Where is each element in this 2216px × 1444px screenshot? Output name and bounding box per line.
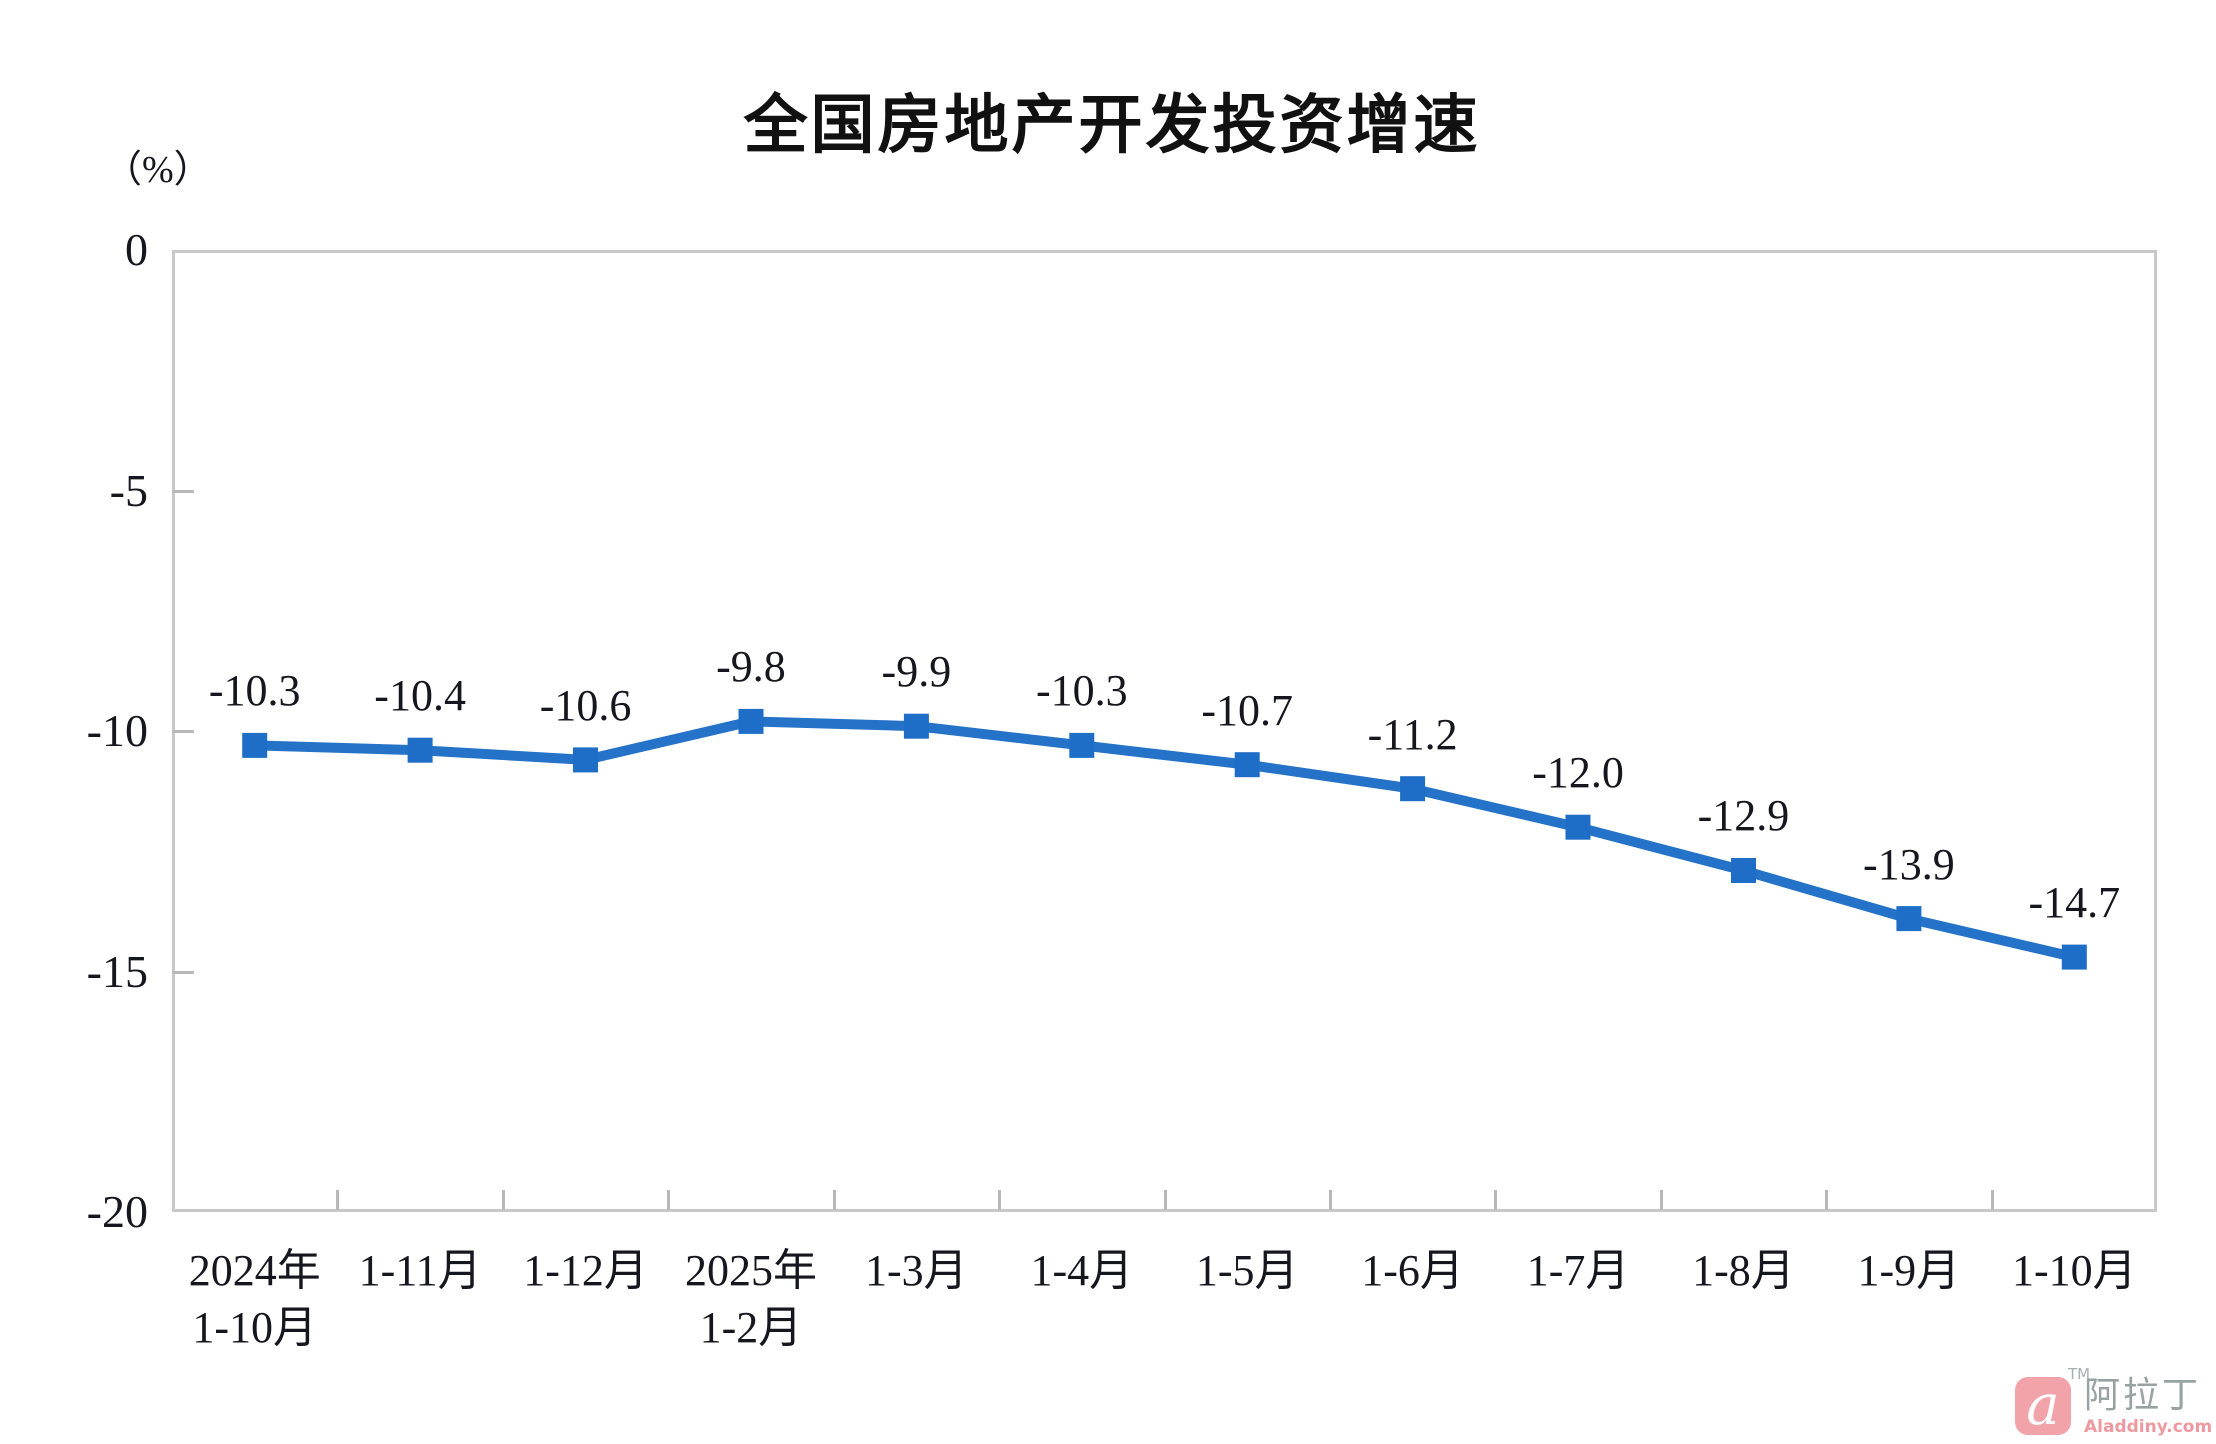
- data-point-marker: [1069, 732, 1095, 758]
- x-tick-mark: [1328, 1190, 1332, 1210]
- x-axis-label: 1-8月: [1692, 1246, 1795, 1295]
- data-point-label: -13.9: [1863, 839, 1955, 889]
- x-axis-label: 1-4月: [1030, 1246, 1134, 1295]
- y-tick-mark: [172, 730, 194, 733]
- data-point-label: -10.4: [374, 671, 466, 721]
- data-point-marker: [1234, 752, 1260, 778]
- x-axis-label: 1-5月: [1195, 1246, 1299, 1295]
- x-axis-label: 1-11月: [358, 1246, 482, 1295]
- trend-line-chart: [242, 708, 2087, 970]
- x-tick-mark: [667, 1190, 671, 1210]
- aladdin-logo-icon: a: [2015, 1377, 2071, 1435]
- data-point-label: -11.2: [1367, 709, 1458, 759]
- data-point-marker: [738, 708, 764, 734]
- data-point-label: -14.7: [2028, 878, 2121, 928]
- data-point-marker: [1400, 776, 1426, 802]
- data-point-marker: [407, 737, 433, 763]
- y-axis-label: -10: [86, 705, 148, 756]
- trademark-symbol: TM: [2068, 1365, 2091, 1383]
- watermark-name: 阿拉丁: [2084, 1375, 2202, 1416]
- x-axis-label: 1-10月: [2011, 1246, 2137, 1295]
- x-tick-mark: [1659, 1190, 1663, 1210]
- x-axis-label: 1-7月: [1526, 1246, 1630, 1295]
- data-point-label: -10.6: [539, 680, 632, 730]
- data-point-marker: [2061, 944, 2087, 970]
- x-tick-mark: [1990, 1190, 1994, 1210]
- data-point-label: -10.3: [1035, 666, 1128, 716]
- data-point-marker: [1896, 906, 1922, 932]
- data-point-marker: [573, 747, 598, 773]
- data-point-label: -10.3: [208, 666, 301, 716]
- chart-title: 全国房地产开发投资增速: [743, 89, 1481, 163]
- y-tick-mark: [172, 489, 194, 493]
- x-tick-mark: [1163, 1190, 1167, 1210]
- watermark-site: Aladdiny.com: [2084, 1417, 2213, 1437]
- data-point-marker: [903, 713, 929, 739]
- data-point-marker: [242, 732, 268, 758]
- data-point-marker: [1565, 814, 1591, 840]
- data-point-label: -12.0: [1532, 748, 1624, 798]
- trend-line: [249, 716, 2080, 963]
- data-point-label: -9.9: [881, 647, 952, 697]
- y-axis-label: -15: [86, 945, 148, 997]
- y-tick-mark: [172, 970, 194, 974]
- x-tick-mark: [501, 1190, 505, 1210]
- x-tick-mark: [1494, 1190, 1498, 1210]
- x-tick-mark: [998, 1190, 1002, 1210]
- x-axis-label: 1-6月: [1361, 1246, 1464, 1295]
- data-point-label: -9.8: [716, 642, 786, 692]
- data-point-label: -12.9: [1697, 791, 1790, 841]
- watermark: a TM 阿拉丁 Aladdiny.com: [2010, 1363, 2213, 1438]
- y-axis-label: -5: [109, 464, 148, 516]
- x-tick-mark: [336, 1190, 340, 1210]
- data-point-label: -10.7: [1201, 685, 1294, 735]
- x-axis-label: 1-3月: [865, 1246, 968, 1295]
- y-axis-unit-label: （%）: [104, 149, 212, 191]
- x-tick-mark: [1825, 1190, 1829, 1210]
- data-point-marker: [1731, 858, 1756, 883]
- x-tick-mark: [832, 1190, 836, 1210]
- x-axis-label: 2024年 1-10月: [188, 1246, 321, 1352]
- y-axis-label: 0: [125, 224, 148, 275]
- x-axis-label: 1-12月: [523, 1246, 648, 1295]
- x-axis-label: 2025年 1-2月: [684, 1246, 817, 1352]
- y-axis-label: -20: [86, 1186, 148, 1237]
- x-axis-label: 1-9月: [1857, 1246, 1961, 1295]
